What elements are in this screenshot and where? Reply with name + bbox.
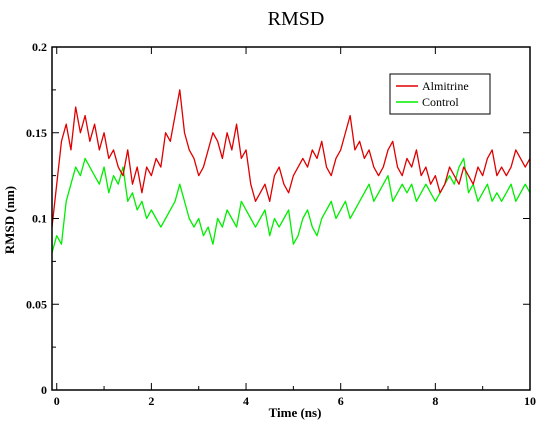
- plot-layer: [51, 89, 531, 253]
- series-line-control: [51, 157, 531, 253]
- x-tick-label: 10: [524, 394, 536, 408]
- y-tick-label: 0.05: [26, 297, 47, 311]
- y-axis-title: RMSD (nm): [2, 186, 17, 254]
- x-tick-label: 6: [338, 394, 344, 408]
- x-tick-label: 8: [432, 394, 438, 408]
- axes-layer: 0 2 4 6 8 10 0 0.05 0.1 0.15 0.2: [26, 40, 536, 408]
- x-tick-label: 0: [54, 394, 60, 408]
- legend: Almitrine Control: [389, 73, 491, 115]
- y-tick-label: 0.15: [26, 126, 47, 140]
- series-line-almitrine: [51, 89, 531, 228]
- x-tick-label: 2: [148, 394, 154, 408]
- legend-box: [389, 73, 491, 115]
- legend-label-control: Control: [422, 95, 459, 109]
- y-tick-label: 0.2: [32, 40, 47, 54]
- y-tick-label: 0: [41, 383, 47, 397]
- legend-label-almitrine: Almitrine: [422, 79, 469, 93]
- x-tick-label: 4: [243, 394, 249, 408]
- x-axis-title: Time (ns): [269, 405, 322, 420]
- y-tick-label: 0.1: [32, 212, 47, 226]
- chart-title: RMSD: [268, 8, 325, 30]
